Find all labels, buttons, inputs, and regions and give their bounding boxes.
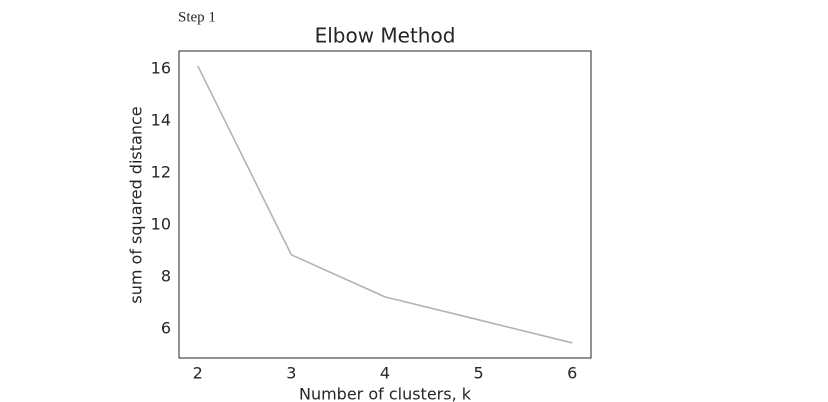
y-axis-label: sum of squared distance (127, 106, 146, 303)
x-tick-label: 2 (193, 364, 203, 383)
y-tick-label: 10 (151, 214, 171, 233)
x-tick-label: 3 (286, 364, 296, 383)
x-tick-label: 6 (567, 364, 577, 383)
y-tick-label: 6 (161, 318, 171, 337)
x-axis-label: Number of clusters, k (299, 385, 472, 402)
x-tick-label: 4 (380, 364, 390, 383)
series-line (197, 65, 573, 344)
step-label: Step 1 (178, 9, 216, 25)
y-tick-label: 8 (161, 266, 171, 285)
y-tick-label: 14 (151, 110, 171, 129)
x-tick-label: 5 (474, 364, 484, 383)
y-tick-label: 16 (151, 58, 171, 77)
plot-frame (178, 50, 592, 359)
chart-title: Elbow Method (315, 24, 456, 48)
y-tick-label: 12 (151, 162, 171, 181)
